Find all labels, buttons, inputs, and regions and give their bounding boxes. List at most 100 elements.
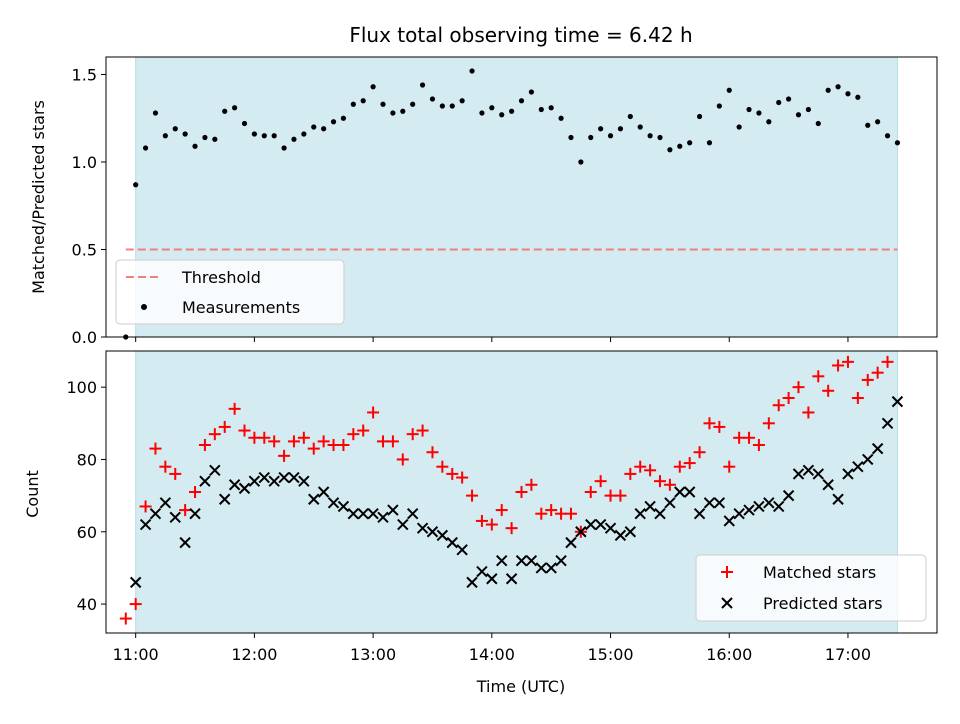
bottom-legend-box xyxy=(695,554,927,622)
predicted-star-point xyxy=(822,479,834,491)
predicted-star-point xyxy=(486,573,498,585)
measurement-point xyxy=(716,103,722,109)
predicted-star-point xyxy=(436,529,449,542)
predicted-star-b xyxy=(733,507,745,520)
matched-star-point xyxy=(614,489,627,502)
predicted-star-b xyxy=(228,479,241,491)
predicted-star-b xyxy=(377,511,389,524)
predicted-star-b xyxy=(683,486,696,498)
measurement-point xyxy=(202,134,208,141)
predicted-star-point xyxy=(347,507,360,520)
predicted-star-point xyxy=(723,515,735,527)
predicted-star-b xyxy=(782,489,795,502)
predicted-star-point xyxy=(713,497,726,509)
predicted-star-point xyxy=(871,442,884,455)
predicted-star-point xyxy=(565,536,577,549)
predicted-star-b xyxy=(743,504,755,516)
predicted-star-point xyxy=(842,468,854,480)
predicted-star-b xyxy=(308,493,320,505)
matched-star-point xyxy=(841,355,854,368)
matched-star-point xyxy=(743,431,756,444)
x-tick-label: 11:00 xyxy=(113,645,159,664)
predicted-star-b xyxy=(832,493,844,505)
matched-star-point xyxy=(822,384,835,397)
predicted-star-point xyxy=(644,500,656,513)
predicted-star-point xyxy=(604,522,617,534)
top-axes-frame xyxy=(105,56,938,338)
predicted-star-b xyxy=(614,529,627,542)
matched-star-point xyxy=(832,359,845,372)
matched-star-point xyxy=(416,424,429,437)
matched-star-point xyxy=(307,442,320,455)
measurement-point xyxy=(855,94,861,100)
predicted-star-b xyxy=(367,507,379,520)
measurement-point xyxy=(439,103,445,109)
measurement-point xyxy=(687,140,693,146)
predicted-star-b xyxy=(357,507,369,520)
predicted-star-point xyxy=(129,576,142,589)
top-legend: Threshold Measurements xyxy=(115,259,345,325)
predicted-star-b xyxy=(723,515,735,527)
bottom-legend: Matched stars Predicted stars xyxy=(695,554,927,622)
measurement-point xyxy=(815,120,821,127)
measurement-point xyxy=(518,98,525,104)
measurement-point xyxy=(380,101,386,107)
predicted-star-b xyxy=(525,554,538,567)
measurement-point xyxy=(419,82,426,88)
predicted-star-b xyxy=(129,576,142,589)
predicted-star-point xyxy=(258,471,270,484)
matched-star-point xyxy=(386,435,399,448)
matched-star-point xyxy=(802,406,815,419)
predicted-star-point xyxy=(238,482,251,495)
predicted-star-b xyxy=(426,526,439,538)
predicted-star-b xyxy=(842,468,854,480)
measurement-point xyxy=(271,133,277,139)
matched-star-point xyxy=(347,428,360,441)
predicted-star-b xyxy=(505,573,518,585)
predicted-star-b xyxy=(545,562,557,574)
measurement-point xyxy=(301,131,307,137)
legend-predicted-swatch xyxy=(721,597,733,609)
matched-star-point xyxy=(208,428,221,441)
predicted-star-b xyxy=(456,544,468,556)
predicted-star-b xyxy=(634,507,646,520)
predicted-star-b xyxy=(594,518,607,531)
predicted-star-b xyxy=(219,493,231,505)
matched-star-point xyxy=(634,460,647,473)
matched-star-point xyxy=(396,453,409,466)
predicted-star-point xyxy=(228,479,241,491)
measurement-point xyxy=(805,106,811,113)
predicted-star-point xyxy=(594,518,607,531)
predicted-star-point xyxy=(219,493,231,505)
predicted-star-b xyxy=(693,507,706,520)
predicted-star-point xyxy=(248,475,261,487)
matched-star-point xyxy=(564,507,577,520)
predicted-star-point xyxy=(733,507,745,520)
measurement-point xyxy=(251,131,257,137)
measurement-point xyxy=(291,136,297,142)
predicted-star-point xyxy=(753,500,765,513)
measurement-point xyxy=(726,87,732,93)
measurement-point xyxy=(865,122,871,128)
matched-star-point xyxy=(297,431,310,444)
matched-star-point xyxy=(594,475,607,488)
measurement-point xyxy=(706,140,713,146)
matched-star-point xyxy=(149,442,162,455)
predicted-star-b xyxy=(486,573,498,585)
measurement-point xyxy=(400,108,406,114)
matched-star-point xyxy=(278,449,291,462)
measurement-point xyxy=(588,134,594,141)
matched-star-point xyxy=(713,420,726,433)
predicted-star-b xyxy=(179,536,191,549)
predicted-star-point xyxy=(476,565,488,578)
matched-star-point xyxy=(644,464,657,477)
matched-star-point xyxy=(198,439,211,451)
measurement-point xyxy=(192,143,198,149)
x-tick-label: 17:00 xyxy=(825,645,871,664)
predicted-star-b xyxy=(317,486,330,498)
predicted-star-point xyxy=(634,507,646,520)
predicted-star-b xyxy=(862,453,874,466)
predicted-star-point xyxy=(773,500,785,513)
matched-star-point xyxy=(357,424,370,437)
legend-measurements-swatch xyxy=(141,304,147,310)
